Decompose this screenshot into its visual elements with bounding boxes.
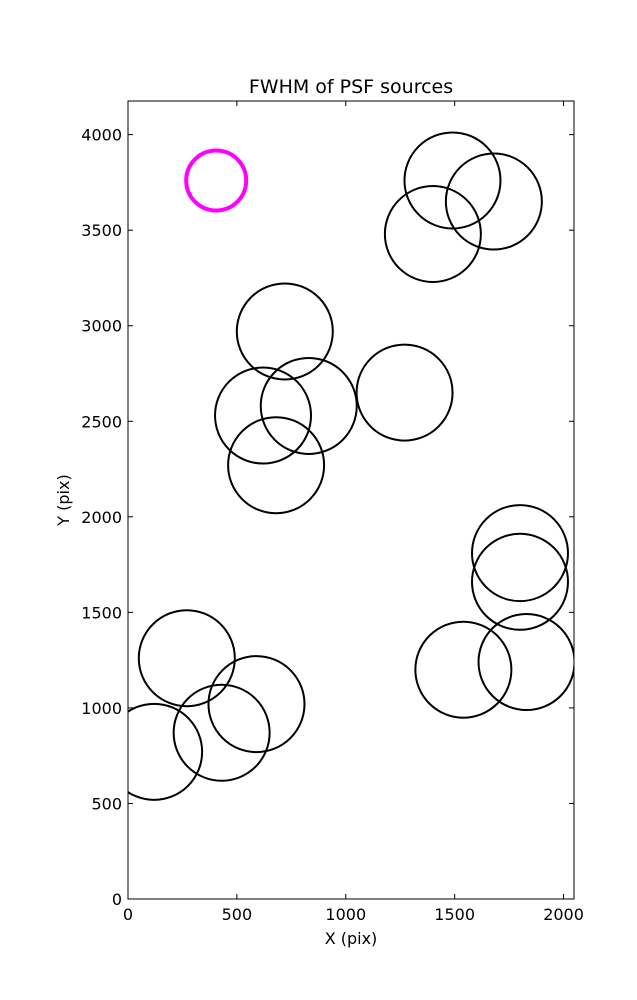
y-tick-label: 1000 <box>81 699 122 718</box>
chart-title: FWHM of PSF sources <box>249 76 453 98</box>
y-tick-label: 2500 <box>81 412 122 431</box>
psf-source-marker <box>470 532 569 631</box>
psf-source-marker <box>259 356 358 455</box>
y-tick-label: 2000 <box>81 508 122 527</box>
tick-layer: 0 500 1000 1500 2000 0 500 1000 1500 2000 2500 3000… <box>81 101 584 924</box>
psf-source-marker <box>383 185 482 283</box>
highlight-marker <box>184 148 249 213</box>
y-tick-label: 0 <box>112 890 122 909</box>
psf-source-marker <box>207 655 306 754</box>
psf-source-marker <box>214 366 313 465</box>
y-tick-label: 1500 <box>81 603 122 622</box>
x-tick-label: 2000 <box>543 905 584 924</box>
psf-source-marker <box>477 613 574 712</box>
x-tick-label: 500 <box>222 905 253 924</box>
marker-layer <box>128 131 574 801</box>
y-tick-label: 500 <box>91 794 122 813</box>
psf-source-marker <box>444 152 543 251</box>
x-tick-label: 1000 <box>325 905 366 924</box>
psf-source-marker <box>172 683 271 782</box>
psf-source-marker <box>137 609 236 708</box>
psf-source-marker <box>414 620 513 719</box>
psf-source-marker <box>227 416 326 515</box>
psf-source-marker <box>235 282 334 381</box>
psf-source-marker <box>128 702 204 801</box>
y-tick-label: 3500 <box>81 221 122 240</box>
x-tick-label: 0 <box>123 905 133 924</box>
x-tick-label: 1500 <box>434 905 475 924</box>
psf-source-marker <box>355 343 454 442</box>
psf-source-marker <box>470 504 569 603</box>
plot-frame <box>127 100 575 900</box>
psf-source-marker <box>403 131 502 230</box>
y-tick-label: 4000 <box>81 126 122 145</box>
x-axis-label: X (pix) <box>325 929 378 948</box>
y-tick-label: 3000 <box>81 317 122 336</box>
y-axis-label: Y (pix) <box>54 474 73 526</box>
